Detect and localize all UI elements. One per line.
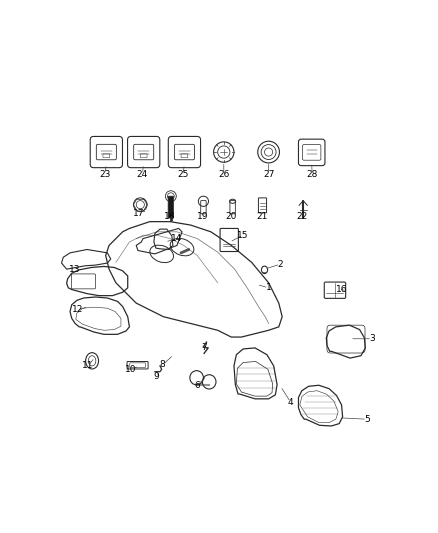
Text: 10: 10 — [125, 365, 137, 374]
Text: 24: 24 — [137, 169, 148, 179]
Text: 19: 19 — [197, 212, 208, 221]
Text: 27: 27 — [263, 169, 274, 179]
Text: 11: 11 — [82, 361, 94, 370]
Text: 14: 14 — [170, 234, 182, 243]
Text: 6: 6 — [194, 381, 200, 390]
Text: 22: 22 — [296, 212, 307, 221]
Text: 1: 1 — [266, 284, 272, 292]
Text: 25: 25 — [177, 169, 189, 179]
FancyBboxPatch shape — [168, 196, 173, 218]
Text: 21: 21 — [257, 212, 268, 221]
Text: 16: 16 — [336, 285, 347, 294]
Text: 3: 3 — [369, 334, 375, 343]
Text: 2: 2 — [278, 260, 283, 269]
Text: 28: 28 — [306, 169, 318, 179]
Text: 13: 13 — [69, 265, 81, 273]
Text: 26: 26 — [218, 169, 230, 179]
Text: 17: 17 — [133, 208, 145, 217]
Text: 5: 5 — [364, 415, 370, 424]
Text: 23: 23 — [99, 169, 111, 179]
Text: 18: 18 — [164, 212, 176, 221]
Text: 12: 12 — [72, 305, 84, 314]
Text: 4: 4 — [288, 398, 293, 407]
Text: 15: 15 — [237, 231, 249, 240]
Text: 7: 7 — [201, 343, 207, 352]
Text: 9: 9 — [153, 372, 159, 381]
Text: 8: 8 — [160, 360, 166, 369]
Text: 20: 20 — [226, 212, 237, 221]
